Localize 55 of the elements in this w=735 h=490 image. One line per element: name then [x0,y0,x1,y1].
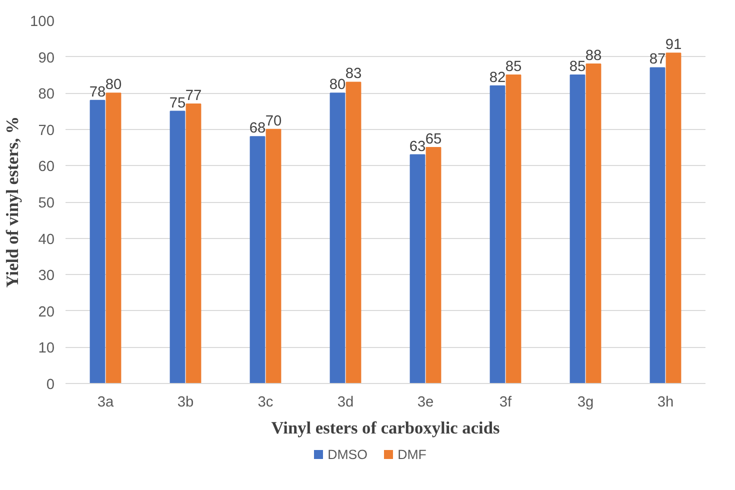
x-tick-label: 3h [657,394,674,410]
y-tick-label: 80 [38,86,55,103]
y-tick-label: 30 [38,268,55,284]
bar [666,52,682,384]
x-tick-label: 3g [577,394,594,410]
y-axis-title: Yield of vinyl esters, % [3,116,22,288]
data-label: 80 [105,77,122,94]
data-label: 88 [585,48,602,64]
data-label: 82 [489,70,506,86]
data-label: 83 [345,66,362,82]
bar [250,136,266,384]
x-tick-label: 3f [499,394,513,410]
x-tick-label: 3c [258,394,274,410]
y-tick-label: 50 [38,196,55,212]
bar [186,103,202,384]
y-tick-label: 20 [38,304,55,320]
bar [490,85,506,384]
y-tick-label: 0 [46,377,55,393]
bar [266,128,282,384]
data-label: 75 [169,95,186,112]
y-tick-label: 40 [38,232,55,248]
data-label: 70 [265,113,282,130]
bar [506,74,522,384]
y-tick-label: 60 [38,159,55,176]
data-label: 85 [505,58,522,75]
bar [650,67,666,384]
bar [410,154,426,384]
x-axis-title: Vinyl esters of carboxylic acids [271,418,500,438]
bar [90,100,106,384]
y-tick-label: 90 [38,50,55,66]
y-tick-label: 70 [38,122,55,139]
data-label: 68 [249,120,266,137]
legend-label: DMSO [328,447,368,462]
y-tick-label: 100 [30,14,55,30]
bar [570,74,586,384]
y-tick-label: 10 [38,340,55,357]
legend-label: DMF [398,447,426,462]
data-label: 63 [409,138,426,155]
x-tick-label: 3e [417,394,434,410]
x-tick-label: 3a [97,394,114,410]
bar [106,92,122,384]
data-label: 77 [185,88,202,104]
data-label: 91 [665,37,682,54]
bar [346,82,362,384]
bar [586,64,602,384]
x-tick-label: 3b [177,394,194,410]
data-label: 78 [89,84,106,100]
x-tick-label: 3d [337,394,354,410]
data-label: 80 [329,77,346,94]
data-label: 65 [425,132,442,148]
bar [330,92,346,384]
bar [170,110,186,384]
bar [426,147,442,384]
data-label: 87 [649,52,666,68]
data-label: 85 [569,58,586,75]
